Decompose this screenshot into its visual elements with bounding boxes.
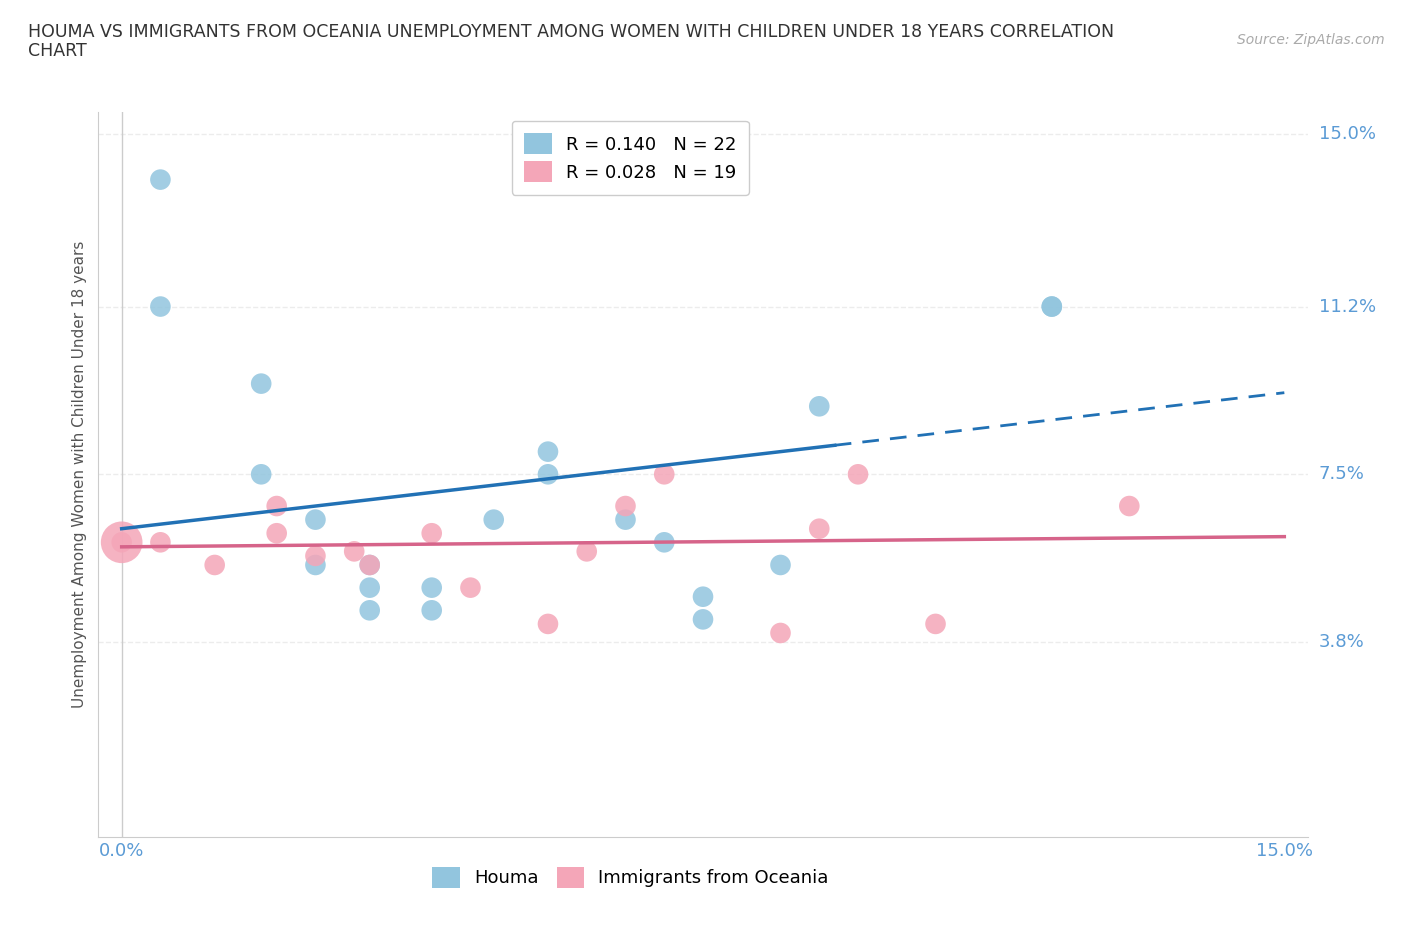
Point xyxy=(111,535,134,550)
Point xyxy=(808,399,831,414)
Point xyxy=(692,590,714,604)
Point xyxy=(808,521,831,536)
Point xyxy=(537,617,560,631)
Text: 15.0%: 15.0% xyxy=(1319,126,1375,143)
Point xyxy=(692,612,714,627)
Point xyxy=(482,512,505,527)
Point xyxy=(266,525,288,540)
Point xyxy=(614,498,637,513)
Point xyxy=(420,525,443,540)
Point xyxy=(359,557,381,572)
Point xyxy=(304,549,326,564)
Point xyxy=(359,603,381,618)
Text: Source: ZipAtlas.com: Source: ZipAtlas.com xyxy=(1237,33,1385,46)
Point xyxy=(204,557,226,572)
Point xyxy=(537,467,560,482)
Point xyxy=(924,617,946,631)
Point xyxy=(846,467,869,482)
Point xyxy=(304,512,326,527)
Point xyxy=(1118,498,1140,513)
Point xyxy=(652,535,675,550)
Point xyxy=(575,544,598,559)
Point xyxy=(343,544,366,559)
Point xyxy=(537,445,560,459)
Point xyxy=(769,557,792,572)
Point xyxy=(769,626,792,641)
Text: 7.5%: 7.5% xyxy=(1319,465,1365,484)
Point xyxy=(304,557,326,572)
Y-axis label: Unemployment Among Women with Children Under 18 years: Unemployment Among Women with Children U… xyxy=(72,241,87,708)
Point xyxy=(420,603,443,618)
Point xyxy=(266,498,288,513)
Point xyxy=(1040,299,1063,314)
Point xyxy=(149,299,172,314)
Point xyxy=(359,580,381,595)
Point xyxy=(614,512,637,527)
Text: CHART: CHART xyxy=(28,42,87,60)
Point xyxy=(111,535,134,550)
Point xyxy=(149,535,172,550)
Point xyxy=(420,580,443,595)
Point xyxy=(1040,299,1063,314)
Text: 3.8%: 3.8% xyxy=(1319,633,1364,651)
Point xyxy=(359,557,381,572)
Point xyxy=(460,580,482,595)
Point xyxy=(652,467,675,482)
Legend: Houma, Immigrants from Oceania: Houma, Immigrants from Oceania xyxy=(420,855,841,900)
Text: HOUMA VS IMMIGRANTS FROM OCEANIA UNEMPLOYMENT AMONG WOMEN WITH CHILDREN UNDER 18: HOUMA VS IMMIGRANTS FROM OCEANIA UNEMPLO… xyxy=(28,23,1114,41)
Point xyxy=(250,376,273,391)
Point xyxy=(149,172,172,187)
Point xyxy=(250,467,273,482)
Text: 11.2%: 11.2% xyxy=(1319,298,1376,315)
